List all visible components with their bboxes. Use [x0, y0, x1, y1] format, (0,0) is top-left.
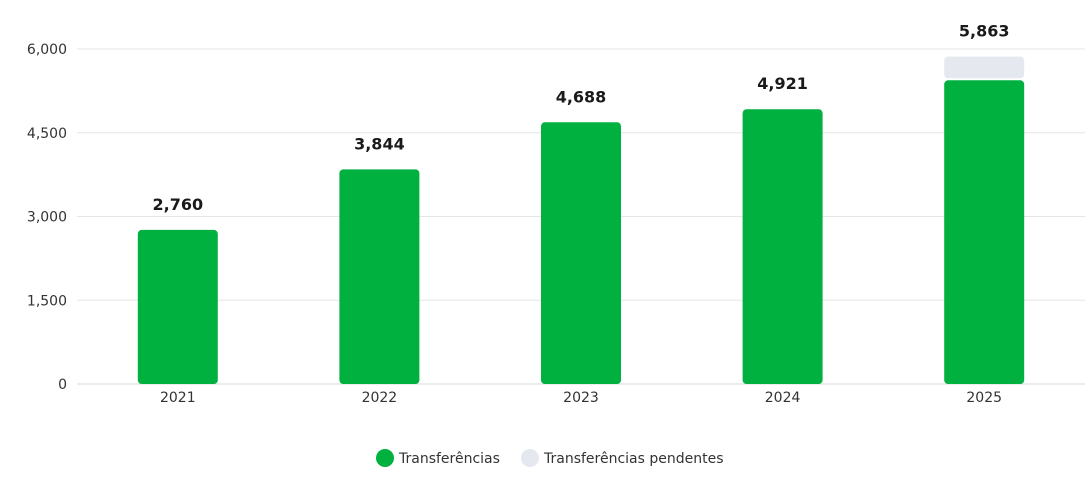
bar-transferencias-2025[interactable]: [944, 80, 1025, 385]
legend-marker: [521, 449, 539, 467]
x-tick-label: 2024: [765, 390, 801, 406]
bar-transferencias-2021[interactable]: [137, 229, 218, 384]
y-tick-label: 4,500: [27, 126, 67, 142]
legend-item-transferencias[interactable]: Transferências: [376, 449, 500, 467]
total-label-2021: 2,760: [152, 195, 203, 214]
legend-label: Transferências: [398, 451, 500, 467]
bar-transferencias-2022[interactable]: [339, 169, 420, 384]
bar-transferencias-2024[interactable]: [742, 109, 823, 384]
x-tick-label: 2023: [563, 390, 599, 406]
x-tick-label: 2025: [966, 390, 1002, 406]
data-labels: 2,760 3,844 4,688 4,921 5,863: [152, 22, 1009, 214]
y-axis-tick-labels: 0 1,500 3,000 4,500 6,000: [27, 42, 67, 393]
y-tick-label: 1,500: [27, 293, 67, 309]
legend-marker: [376, 449, 394, 467]
y-tick-label: 6,000: [27, 42, 67, 58]
total-label-2024: 4,921: [757, 74, 808, 93]
legend-label: Transferências pendentes: [543, 451, 724, 467]
legend: Transferências Transferências pendentes: [376, 449, 724, 467]
bars: [137, 56, 1025, 385]
x-tick-label: 2021: [160, 390, 196, 406]
y-tick-label: 0: [58, 377, 67, 393]
x-tick-label: 2022: [362, 390, 398, 406]
bar-transferencias-pendentes-2025[interactable]: [944, 56, 1025, 79]
y-tick-label: 3,000: [27, 210, 67, 226]
total-label-2025: 5,863: [959, 22, 1010, 41]
legend-item-transferencias-pendentes[interactable]: Transferências pendentes: [521, 449, 724, 467]
total-label-2023: 4,688: [556, 87, 607, 106]
bar-transferencias-2023[interactable]: [541, 122, 621, 385]
total-label-2022: 3,844: [354, 134, 405, 153]
x-axis-tick-labels: 2021 2022 2023 2024 2025: [160, 390, 1002, 406]
